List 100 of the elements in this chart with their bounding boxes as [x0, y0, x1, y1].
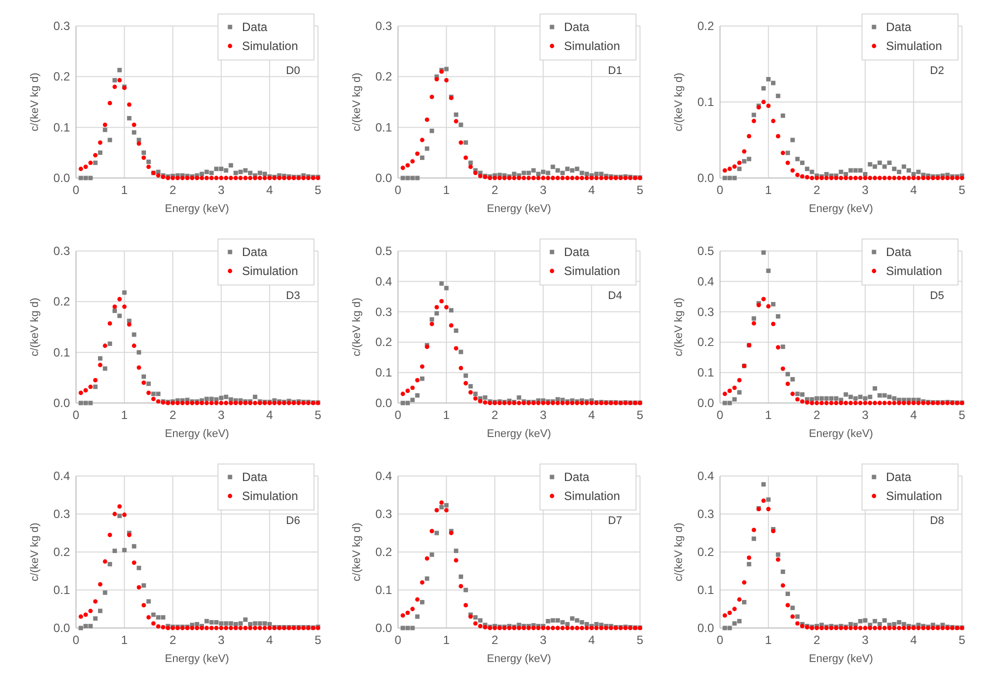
y-tick-label: 0.0: [697, 396, 714, 410]
x-tick-label: 1: [443, 633, 450, 647]
x-tick-label: 4: [266, 183, 274, 197]
x-tick-label: 5: [314, 408, 322, 422]
y-tick-label: 0.3: [697, 507, 714, 521]
y-tick-label: 0.4: [375, 469, 392, 483]
x-tick-label: 1: [765, 183, 772, 197]
y-axis-title: c/(keV kg d): [29, 72, 41, 132]
y-tick-label: 0.1: [53, 345, 70, 360]
legend-label: Data: [564, 470, 590, 484]
x-tick-label: 0: [394, 633, 402, 647]
x-tick-label: 1: [765, 633, 772, 647]
x-tick-label: 5: [314, 183, 322, 197]
x-axis-title: Energy (keV): [808, 653, 874, 665]
x-tick-label: 4: [910, 408, 918, 422]
x-tick-label: 3: [540, 183, 547, 197]
y-axis-title: c/(keV kg d): [673, 298, 685, 356]
y-tick-label: 0.4: [697, 274, 714, 288]
x-tick-label: 0: [72, 183, 80, 197]
x-tick-label: 4: [588, 633, 596, 647]
y-tick-label: 0.1: [53, 120, 70, 134]
x-tick-label: 5: [958, 183, 966, 197]
x-axis-title: Energy (keV): [808, 203, 874, 215]
x-tick-label: 5: [636, 633, 644, 647]
annotation: D2: [930, 65, 944, 77]
y-tick-label: 0.2: [53, 70, 70, 84]
x-tick-label: 5: [314, 633, 322, 647]
y-tick-label: 0.3: [375, 507, 392, 521]
y-tick-label: 0.2: [697, 335, 714, 350]
legend-label: Data: [886, 20, 912, 34]
x-tick-label: 3: [862, 408, 869, 422]
y-tick-label: 0.1: [375, 366, 392, 380]
x-tick-label: 2: [169, 183, 176, 197]
legend-label: Data: [242, 470, 268, 484]
y-tick-label: 0.0: [375, 396, 392, 410]
legend-label: Simulation: [886, 264, 942, 278]
y-tick-label: 0.0: [697, 171, 714, 185]
x-tick-label: 2: [813, 183, 820, 197]
annotation: D4: [608, 290, 622, 302]
x-tick-label: 0: [716, 633, 724, 647]
legend-label: Simulation: [564, 39, 620, 53]
x-tick-label: 0: [716, 408, 724, 422]
legend-label: Simulation: [564, 489, 620, 503]
x-tick-label: 3: [218, 408, 225, 422]
legend-label: Simulation: [242, 39, 298, 53]
y-tick-label: 0.4: [375, 274, 392, 288]
x-tick-label: 3: [218, 633, 225, 647]
legend-label: Data: [564, 20, 590, 34]
x-axis-title: Energy (keV): [164, 203, 230, 215]
y-tick-label: 0.1: [375, 120, 392, 134]
legend-label: Simulation: [564, 264, 620, 278]
x-tick-label: 4: [266, 408, 274, 422]
y-tick-label: 0.4: [53, 469, 70, 483]
x-tick-label: 2: [813, 633, 820, 647]
x-tick-label: 1: [443, 183, 450, 197]
x-tick-label: 5: [636, 408, 644, 422]
y-tick-label: 0.4: [697, 469, 714, 483]
y-tick-label: 0.3: [53, 244, 70, 258]
legend-label: Simulation: [242, 489, 298, 503]
y-tick-label: 0.0: [375, 171, 392, 185]
x-tick-label: 2: [491, 183, 498, 197]
x-tick-label: 4: [910, 633, 918, 647]
x-tick-label: 4: [910, 183, 918, 197]
y-tick-label: 0.2: [375, 70, 392, 84]
x-tick-label: 0: [72, 408, 80, 422]
x-tick-label: 0: [394, 183, 402, 197]
y-tick-label: 0.3: [375, 19, 392, 33]
x-axis-title: Energy (keV): [164, 428, 230, 440]
x-axis-title: Energy (keV): [164, 653, 230, 665]
annotation: D1: [608, 65, 622, 77]
y-tick-label: 0.2: [697, 545, 714, 559]
legend-label: Data: [564, 245, 590, 259]
legend-label: Data: [242, 20, 268, 34]
y-axis-title: c/(keV kg d): [29, 522, 41, 582]
y-tick-label: 0.2: [53, 294, 70, 309]
x-tick-label: 4: [588, 183, 596, 197]
x-tick-label: 0: [716, 183, 724, 197]
x-tick-label: 1: [443, 408, 450, 422]
x-tick-label: 1: [121, 183, 128, 197]
y-tick-label: 0.5: [375, 244, 392, 258]
x-tick-label: 5: [636, 183, 644, 197]
y-tick-label: 0.2: [375, 545, 392, 559]
x-tick-label: 4: [266, 633, 274, 647]
x-tick-label: 5: [958, 408, 966, 422]
x-tick-label: 0: [394, 408, 402, 422]
y-tick-label: 0.3: [53, 507, 70, 521]
x-tick-label: 2: [169, 633, 176, 647]
x-tick-label: 3: [540, 408, 547, 422]
y-tick-label: 0.1: [697, 583, 714, 597]
x-tick-label: 3: [862, 633, 869, 647]
annotation: D7: [608, 515, 622, 527]
legend-label: Data: [886, 245, 912, 259]
annotation: D8: [930, 515, 944, 527]
y-axis-title: c/(keV kg d): [29, 298, 41, 356]
y-tick-label: 0.2: [375, 335, 392, 350]
annotation: D6: [286, 515, 300, 527]
y-tick-label: 0.2: [697, 19, 714, 33]
y-axis-title: c/(keV kg d): [351, 72, 363, 132]
y-axis-title: c/(keV kg d): [673, 522, 685, 582]
x-tick-label: 5: [958, 633, 966, 647]
